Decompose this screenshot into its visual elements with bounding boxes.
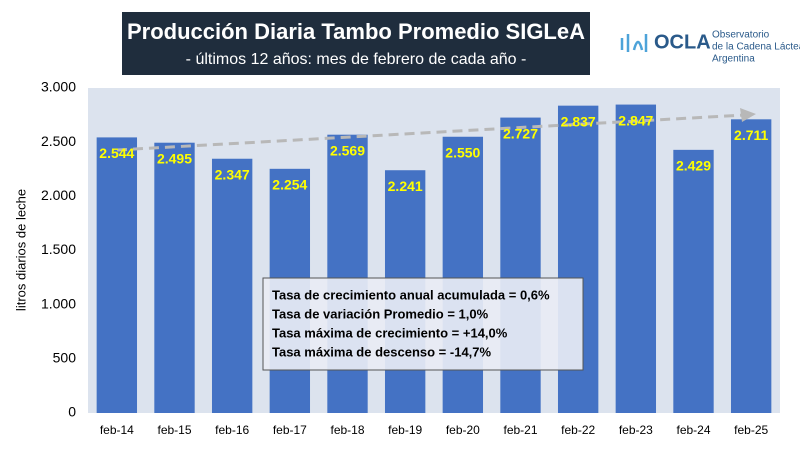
data-label: 2.429 bbox=[676, 158, 711, 174]
bar bbox=[730, 119, 772, 413]
x-tick-label: feb-16 bbox=[215, 423, 249, 437]
chart-subtitle: - últimos 12 años: mes de febrero de cad… bbox=[186, 51, 527, 68]
y-tick-label: 3.000 bbox=[41, 79, 76, 95]
value-labels: 2.544 2.495 2.347 2.254 2.569 2.241 2.550 2.727… bbox=[99, 112, 768, 194]
x-tick-label: feb-22 bbox=[561, 423, 595, 437]
data-label: 2.837 bbox=[561, 113, 596, 129]
bar bbox=[615, 104, 657, 413]
title-box bbox=[122, 12, 590, 75]
bar bbox=[154, 142, 195, 414]
x-tick-label: feb-18 bbox=[330, 423, 364, 437]
logo-name: OCLA bbox=[654, 31, 711, 53]
annotation: Tasa de variación Promedio = 1,0% bbox=[272, 306, 489, 321]
x-tick-label: feb-21 bbox=[503, 423, 537, 437]
logo-line: Argentina bbox=[712, 54, 755, 65]
chart-title: Producción Diaria Tambo Promedio SIGLeA bbox=[127, 19, 585, 44]
y-tick-label: 0 bbox=[68, 404, 76, 420]
logo-icon bbox=[620, 34, 648, 52]
y-axis-label: litros diarios de leche bbox=[13, 189, 28, 311]
bar bbox=[673, 149, 714, 413]
data-label: 2.847 bbox=[618, 112, 653, 128]
data-label: 2.569 bbox=[330, 142, 365, 158]
y-tick-label: 1.500 bbox=[41, 241, 76, 257]
x-tick-label: feb-20 bbox=[446, 423, 480, 437]
bar bbox=[442, 136, 484, 413]
data-label: 2.241 bbox=[388, 178, 423, 194]
annotation: Tasa máxima de crecimiento = +14,0% bbox=[272, 325, 508, 340]
logo-line: de la Cadena Láctea bbox=[712, 42, 800, 53]
y-tick-label: 500 bbox=[53, 350, 77, 366]
trend-line bbox=[116, 113, 746, 152]
data-label: 2.347 bbox=[215, 166, 250, 182]
trend-arrow bbox=[740, 108, 756, 122]
x-tick-label: feb-14 bbox=[100, 423, 134, 437]
x-tick-label: feb-23 bbox=[619, 423, 653, 437]
logo: OCLA Observatorio de la Cadena Láctea Ar… bbox=[620, 30, 800, 65]
y-tick-label: 1.000 bbox=[41, 295, 76, 311]
x-tick-label: feb-19 bbox=[388, 423, 422, 437]
annotation-box bbox=[262, 277, 584, 371]
y-tick-label: 2.000 bbox=[41, 187, 76, 203]
data-label: 2.711 bbox=[734, 127, 768, 143]
annotation: Tasa máxima de descenso = -14,7% bbox=[272, 344, 492, 359]
bar bbox=[96, 137, 138, 413]
data-label: 2.495 bbox=[157, 150, 192, 166]
bar bbox=[327, 134, 368, 414]
bar bbox=[211, 158, 253, 413]
x-tick-label: feb-24 bbox=[676, 423, 710, 437]
data-label: 2.254 bbox=[272, 177, 307, 193]
data-label: 2.550 bbox=[445, 144, 480, 160]
data-label: 2.727 bbox=[503, 125, 538, 141]
y-tick-label: 2.500 bbox=[41, 133, 76, 149]
x-tick-label: feb-25 bbox=[734, 423, 768, 437]
x-tick-label: feb-15 bbox=[157, 423, 191, 437]
annotation: Tasa de crecimiento anual acumulada = 0,… bbox=[272, 287, 550, 302]
x-tick-label: feb-17 bbox=[273, 423, 307, 437]
logo-line: Observatorio bbox=[712, 30, 770, 41]
data-label: 2.544 bbox=[99, 145, 134, 161]
